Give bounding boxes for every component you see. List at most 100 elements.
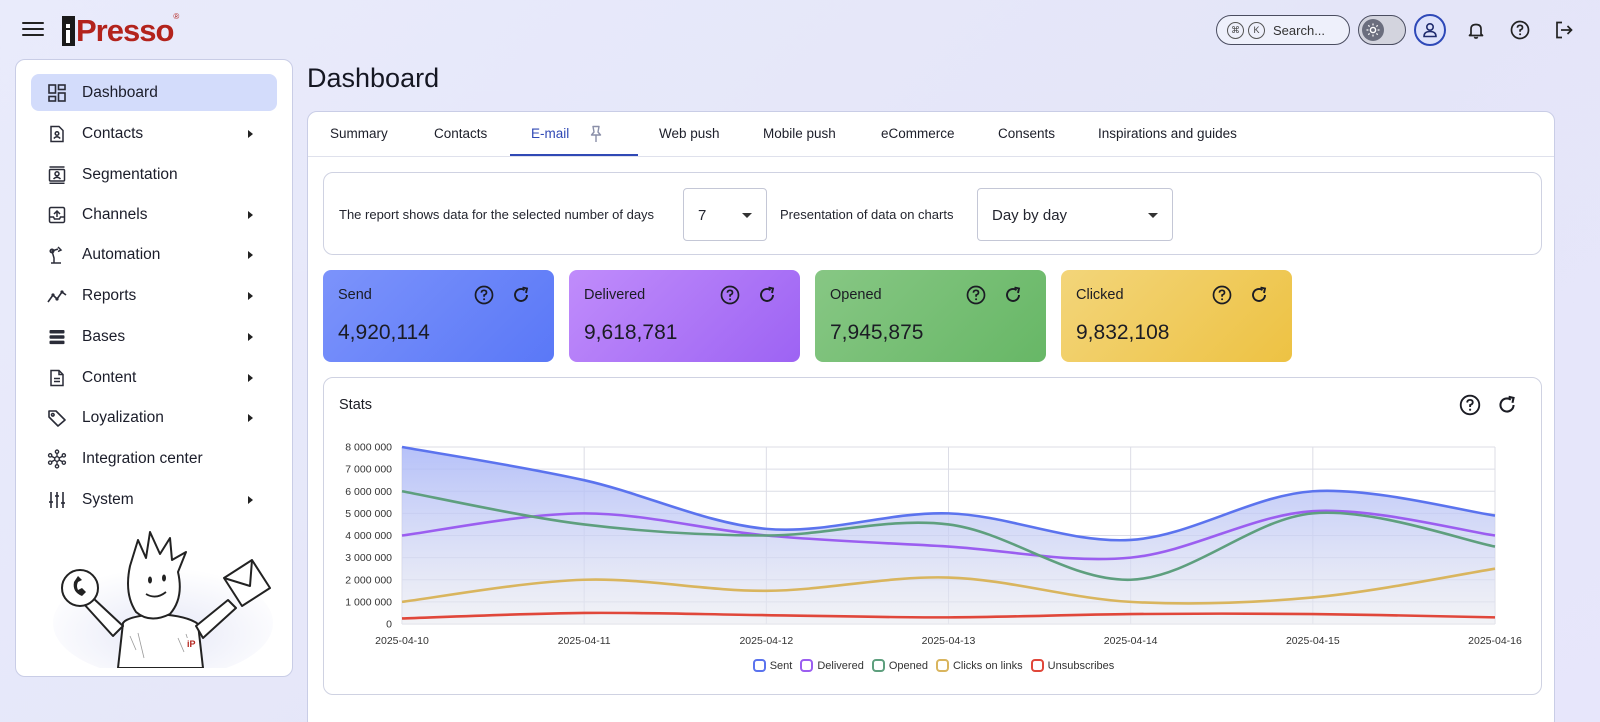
expand-arrow-icon — [248, 129, 253, 138]
user-profile-button[interactable] — [1414, 14, 1446, 46]
help-icon[interactable] — [473, 284, 495, 306]
series-area-sent — [402, 447, 1495, 624]
sidebar-item-automation[interactable]: Automation — [31, 236, 277, 273]
legend-item-sent[interactable]: Sent — [752, 659, 793, 672]
help-icon[interactable] — [719, 284, 741, 306]
refresh-icon[interactable] — [1495, 393, 1519, 417]
y-tick-label: 0 — [386, 619, 392, 631]
mascot-illustration: iP — [38, 528, 278, 678]
presentation-select[interactable]: Day by day — [977, 188, 1173, 241]
stats-line-chart: 0 1 000 000 2 000 000 3 000 000 4 000 000 5 0… — [345, 442, 1522, 648]
sidebar-item-label: Dashboard — [82, 83, 158, 101]
refresh-icon[interactable] — [756, 284, 778, 306]
y-tick-label: 8 000 000 — [345, 442, 392, 454]
legend-label: Sent — [769, 659, 793, 672]
sidebar-item-dashboard[interactable]: Dashboard — [31, 74, 277, 111]
x-tick-label: 2025-04-11 — [558, 635, 611, 647]
sidebar-item-channels[interactable]: Channels — [31, 196, 277, 233]
tab-mobile-push[interactable]: Mobile push — [763, 126, 836, 141]
presentation-select-value: Day by day — [992, 207, 1068, 224]
help-icon[interactable] — [1502, 12, 1538, 48]
help-icon[interactable] — [965, 284, 987, 306]
tab-web-push[interactable]: Web push — [659, 126, 720, 141]
legend-swatch — [871, 659, 885, 672]
refresh-icon[interactable] — [1248, 284, 1270, 306]
kpi-card-title: Opened — [830, 287, 882, 303]
sidebar-item-integration-center[interactable]: Integration center — [31, 440, 277, 477]
channels-icon — [47, 205, 67, 225]
ipresso-logo[interactable]: Presso ® — [62, 10, 179, 46]
kpi-card-opened: Opened 7,945,875 — [815, 270, 1046, 362]
bases-icon — [47, 327, 67, 347]
expand-arrow-icon — [248, 332, 253, 341]
sidebar-item-label: System — [82, 490, 134, 508]
logout-icon[interactable] — [1546, 12, 1582, 48]
legend-item-delivered[interactable]: Delivered — [800, 659, 864, 672]
tab-contacts[interactable]: Contacts — [434, 126, 488, 141]
tab-ecommerce[interactable]: eCommerce — [881, 126, 955, 141]
series-line-clicks-on-links — [401, 567, 1496, 605]
chart-legend: Sent Delivered Opened Clicks on links Unsubs… — [324, 659, 1543, 672]
search-placeholder: Search... — [1273, 22, 1326, 38]
pin-icon[interactable] — [589, 125, 603, 143]
expand-arrow-icon — [248, 495, 253, 504]
sidebar-item-loyalization[interactable]: Loyalization — [31, 399, 277, 436]
refresh-icon[interactable] — [1002, 284, 1024, 306]
refresh-icon[interactable] — [510, 284, 532, 306]
x-tick-label: 2025-04-12 — [739, 635, 793, 647]
loyalization-icon — [47, 408, 67, 428]
stats-chart-panel: Stats 0 1 000 000 2 000 000 3 000 000 4 000 … — [323, 377, 1542, 695]
sidebar-item-label: Loyalization — [82, 408, 164, 426]
sidebar-item-system[interactable]: System — [31, 481, 277, 518]
notifications-bell-icon[interactable] — [1458, 12, 1494, 48]
active-tab-indicator — [510, 154, 638, 156]
sidebar-item-segmentation[interactable]: Segmentation — [31, 156, 277, 193]
dashboard-icon — [47, 83, 67, 103]
x-tick-label: 2025-04-15 — [1286, 635, 1340, 647]
x-tick-label: 2025-04-13 — [922, 635, 976, 647]
tab-summary[interactable]: Summary — [330, 126, 388, 141]
reports-icon — [47, 286, 67, 306]
days-select-value: 7 — [698, 207, 707, 224]
legend-item-unsubscribes[interactable]: Unsubscribes — [1030, 659, 1114, 672]
sidebar: Dashboard Contacts Segmentation Channels… — [15, 59, 293, 678]
sidebar-item-bases[interactable]: Bases — [31, 318, 277, 355]
dashboard-panel: Summary Contacts E-mail Web push Mobile … — [307, 111, 1555, 722]
y-tick-label: 2 000 000 — [345, 574, 392, 586]
contacts-icon — [47, 124, 67, 144]
sidebar-item-contacts[interactable]: Contacts — [31, 115, 277, 152]
tab-email[interactable]: E-mail — [531, 126, 570, 141]
logo-text: Presso — [76, 13, 174, 48]
y-tick-label: 1 000 000 — [345, 596, 392, 608]
kpi-card-value: 9,618,781 — [584, 321, 678, 344]
sidebar-item-content[interactable]: Content — [31, 359, 277, 396]
days-label: The report shows data for the selected n… — [339, 207, 655, 222]
y-tick-label: 5 000 000 — [345, 508, 392, 520]
sidebar-item-reports[interactable]: Reports — [31, 277, 277, 314]
help-icon[interactable] — [1458, 393, 1482, 417]
menu-toggle-icon[interactable] — [22, 18, 44, 40]
help-icon[interactable] — [1211, 284, 1233, 306]
chevron-down-icon — [742, 213, 752, 218]
series-line-sent — [401, 445, 1496, 542]
kpi-card-title: Send — [338, 287, 372, 303]
search-button[interactable]: ⌘ K Search... — [1216, 15, 1350, 45]
theme-toggle[interactable] — [1358, 15, 1406, 45]
content-icon — [47, 368, 67, 388]
legend-item-clicks-on-links[interactable]: Clicks on links — [935, 659, 1023, 672]
tab-consents[interactable]: Consents — [998, 126, 1056, 141]
legend-item-opened[interactable]: Opened — [871, 659, 928, 672]
logo-registered-mark: ® — [173, 12, 180, 21]
sidebar-item-label: Channels — [82, 205, 148, 223]
presentation-label: Presentation of data on charts — [780, 207, 954, 222]
kpi-card-send: Send 4,920,114 — [323, 270, 554, 362]
expand-arrow-icon — [248, 291, 253, 300]
sidebar-item-label: Content — [82, 368, 137, 386]
x-tick-label: 2025-04-14 — [1104, 635, 1158, 647]
tab-inspirations-and-guides[interactable]: Inspirations and guides — [1098, 126, 1237, 141]
sidebar-item-label: Segmentation — [82, 165, 178, 183]
series-line-unsubscribes — [401, 611, 1496, 620]
days-select[interactable]: 7 — [683, 188, 767, 241]
y-tick-label: 6 000 000 — [345, 486, 392, 498]
y-tick-label: 7 000 000 — [345, 464, 392, 476]
